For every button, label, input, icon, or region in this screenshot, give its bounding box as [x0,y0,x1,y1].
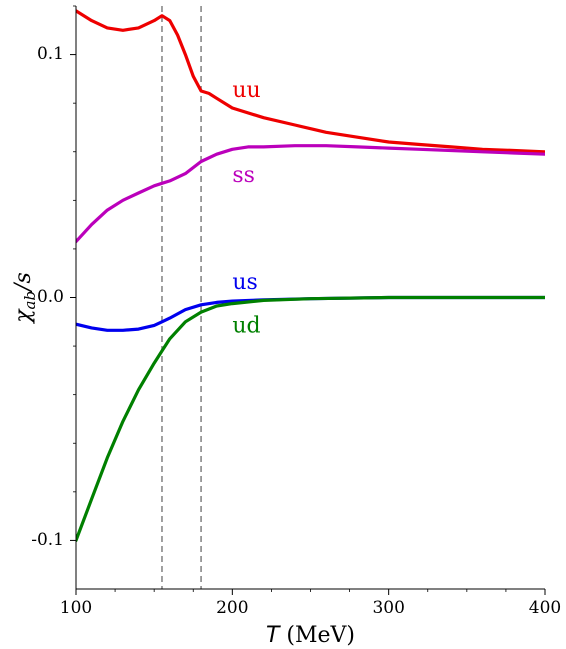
series-line-ss [76,144,545,244]
y-axis-title-sub: ab [21,291,39,310]
series-label-ss: ss [232,163,255,188]
labels: uu ss us ud [232,78,260,339]
x-axis-title: T (MeV) [266,623,355,648]
y-axis-title-rest: /s [11,272,36,293]
series-line-ud [76,295,545,542]
y-axis-title: χab/s [11,272,39,325]
series-line-us [76,295,545,332]
series-label-us: us [232,270,257,295]
y-tick-label-2: 0.1 [37,44,64,64]
y-axis-title-base: χ [11,308,36,325]
series-line-uu [76,9,545,154]
plot-area [76,6,545,589]
x-axis-title-unit: (MeV) [279,623,355,648]
series-label-ud: ud [232,314,260,339]
y-tick-label-1: 0.0 [37,287,64,307]
x-tick-label-200: 200 [216,598,248,618]
x-axis-title-var: T [266,623,281,648]
x-tick-label-300: 300 [372,598,404,618]
series-label-uu: uu [232,78,260,103]
x-tick-label-100: 100 [60,598,92,618]
y-tick-label-0: -0.1 [31,530,64,550]
x-tick-label-400: 400 [529,598,561,618]
axes: 100 200 300 400 -0.1 0.0 0.1 T (MeV) χab/s [11,5,561,648]
